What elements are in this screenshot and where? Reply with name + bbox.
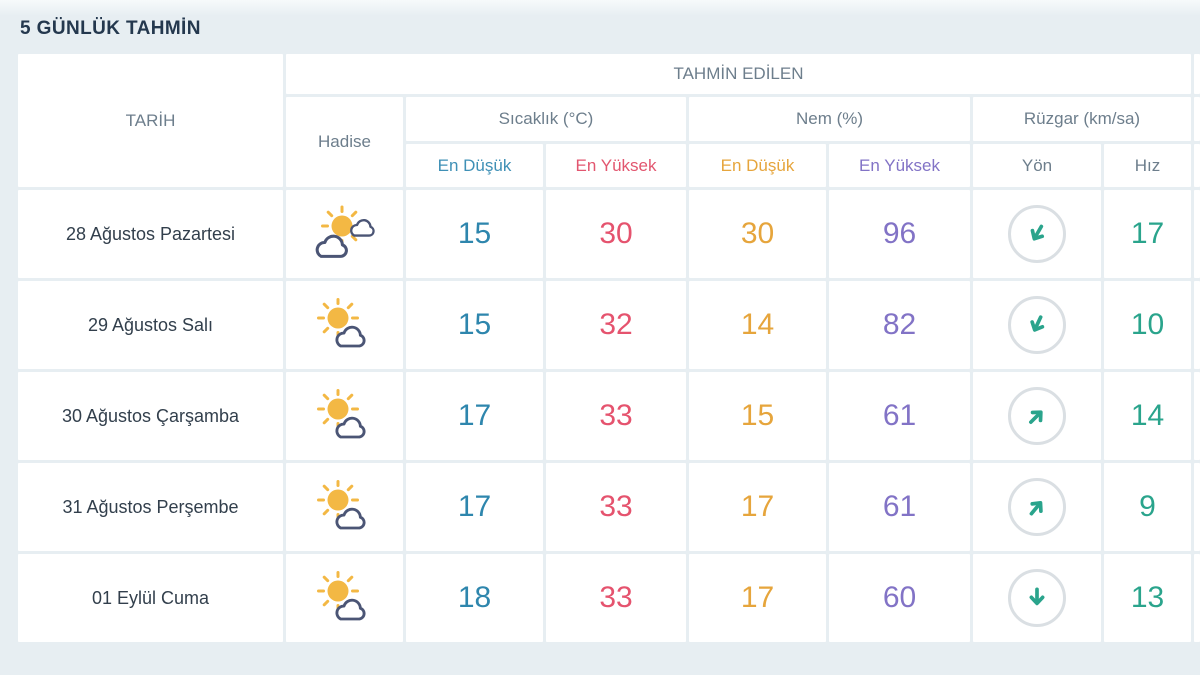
temp-min-cell: 15: [406, 281, 543, 369]
wind-direction-cell: [973, 372, 1101, 460]
date-cell: 01 Eylül Cuma: [18, 554, 283, 642]
wind-direction-cell: [973, 554, 1101, 642]
next-column-sliver: [1194, 190, 1200, 278]
humidity-min-cell: 14: [689, 281, 826, 369]
sun-with-cloud-icon: [316, 389, 365, 439]
next-column-sliver: [1194, 144, 1200, 187]
header-wind-speed: Hız: [1104, 144, 1191, 187]
humidity-max-cell: 96: [829, 190, 970, 278]
wind-speed-cell: 10: [1104, 281, 1191, 369]
temp-min-cell: 18: [406, 554, 543, 642]
humidity-min-cell: 30: [689, 190, 826, 278]
header-date: TARİH: [18, 54, 283, 187]
header-temperature-group: Sıcaklık (°C): [406, 97, 686, 141]
header-wind-group: Rüzgar (km/sa): [973, 97, 1191, 141]
temp-max-cell: 33: [546, 463, 686, 551]
humidity-max-cell: 82: [829, 281, 970, 369]
header-wind-dir: Yön: [973, 144, 1101, 187]
date-cell: 31 Ağustos Perşembe: [18, 463, 283, 551]
temp-max-cell: 32: [546, 281, 686, 369]
temp-min-cell: 17: [406, 372, 543, 460]
humidity-max-cell: 60: [829, 554, 970, 642]
date-cell: 28 Ağustos Pazartesi: [18, 190, 283, 278]
humidity-min-cell: 17: [689, 554, 826, 642]
sun-with-cloud-icon: [316, 571, 365, 621]
wind-direction-cell: [973, 463, 1101, 551]
header-hum-min: En Düşük: [689, 144, 826, 187]
condition-cell: [286, 372, 403, 460]
temp-max-cell: 30: [546, 190, 686, 278]
wind-direction-icon: [1008, 387, 1066, 445]
wind-direction-icon: [1008, 569, 1066, 627]
wind-direction-icon: [1008, 205, 1066, 263]
sun-with-cloud-icon: [316, 298, 365, 348]
humidity-max-cell: 61: [829, 372, 970, 460]
wind-direction-icon: [1008, 296, 1066, 354]
next-column-sliver: [1194, 463, 1200, 551]
header-hum-max: En Yüksek: [829, 144, 970, 187]
condition-cell: [286, 554, 403, 642]
wind-speed-cell: 9: [1104, 463, 1191, 551]
header-temp-max: En Yüksek: [546, 144, 686, 187]
wind-speed-cell: 17: [1104, 190, 1191, 278]
humidity-min-cell: 15: [689, 372, 826, 460]
wind-speed-cell: 14: [1104, 372, 1191, 460]
next-column-sliver: [1194, 97, 1200, 141]
date-cell: 30 Ağustos Çarşamba: [18, 372, 283, 460]
wind-direction-icon: [1008, 478, 1066, 536]
condition-cell: [286, 281, 403, 369]
header-forecast-group: TAHMİN EDİLEN: [286, 54, 1191, 94]
header-temp-min: En Düşük: [406, 144, 543, 187]
temp-max-cell: 33: [546, 554, 686, 642]
next-column-sliver: [1194, 54, 1200, 94]
wind-speed-cell: 13: [1104, 554, 1191, 642]
condition-cell: [286, 463, 403, 551]
next-column-sliver: [1194, 372, 1200, 460]
temp-max-cell: 33: [546, 372, 686, 460]
date-cell: 29 Ağustos Salı: [18, 281, 283, 369]
humidity-min-cell: 17: [689, 463, 826, 551]
condition-cell: [286, 190, 403, 278]
header-condition: Hadise: [286, 97, 403, 187]
humidity-max-cell: 61: [829, 463, 970, 551]
forecast-table: TARİH TAHMİN EDİLEN Hadise Sıcaklık (°C)…: [18, 54, 1200, 642]
wind-direction-cell: [973, 190, 1101, 278]
temp-min-cell: 15: [406, 190, 543, 278]
next-column-sliver: [1194, 281, 1200, 369]
next-column-sliver: [1194, 554, 1200, 642]
temp-min-cell: 17: [406, 463, 543, 551]
sun-with-cloud-icon: [316, 480, 365, 530]
forecast-panel: 5 GÜNLÜK TAHMİN TARİH TAHMİN EDİLEN Hadi…: [18, 18, 1200, 642]
header-humidity-group: Nem (%): [689, 97, 970, 141]
wind-direction-cell: [973, 281, 1101, 369]
sun-behind-two-clouds-icon: [315, 205, 375, 258]
page-title: 5 GÜNLÜK TAHMİN: [20, 18, 201, 39]
